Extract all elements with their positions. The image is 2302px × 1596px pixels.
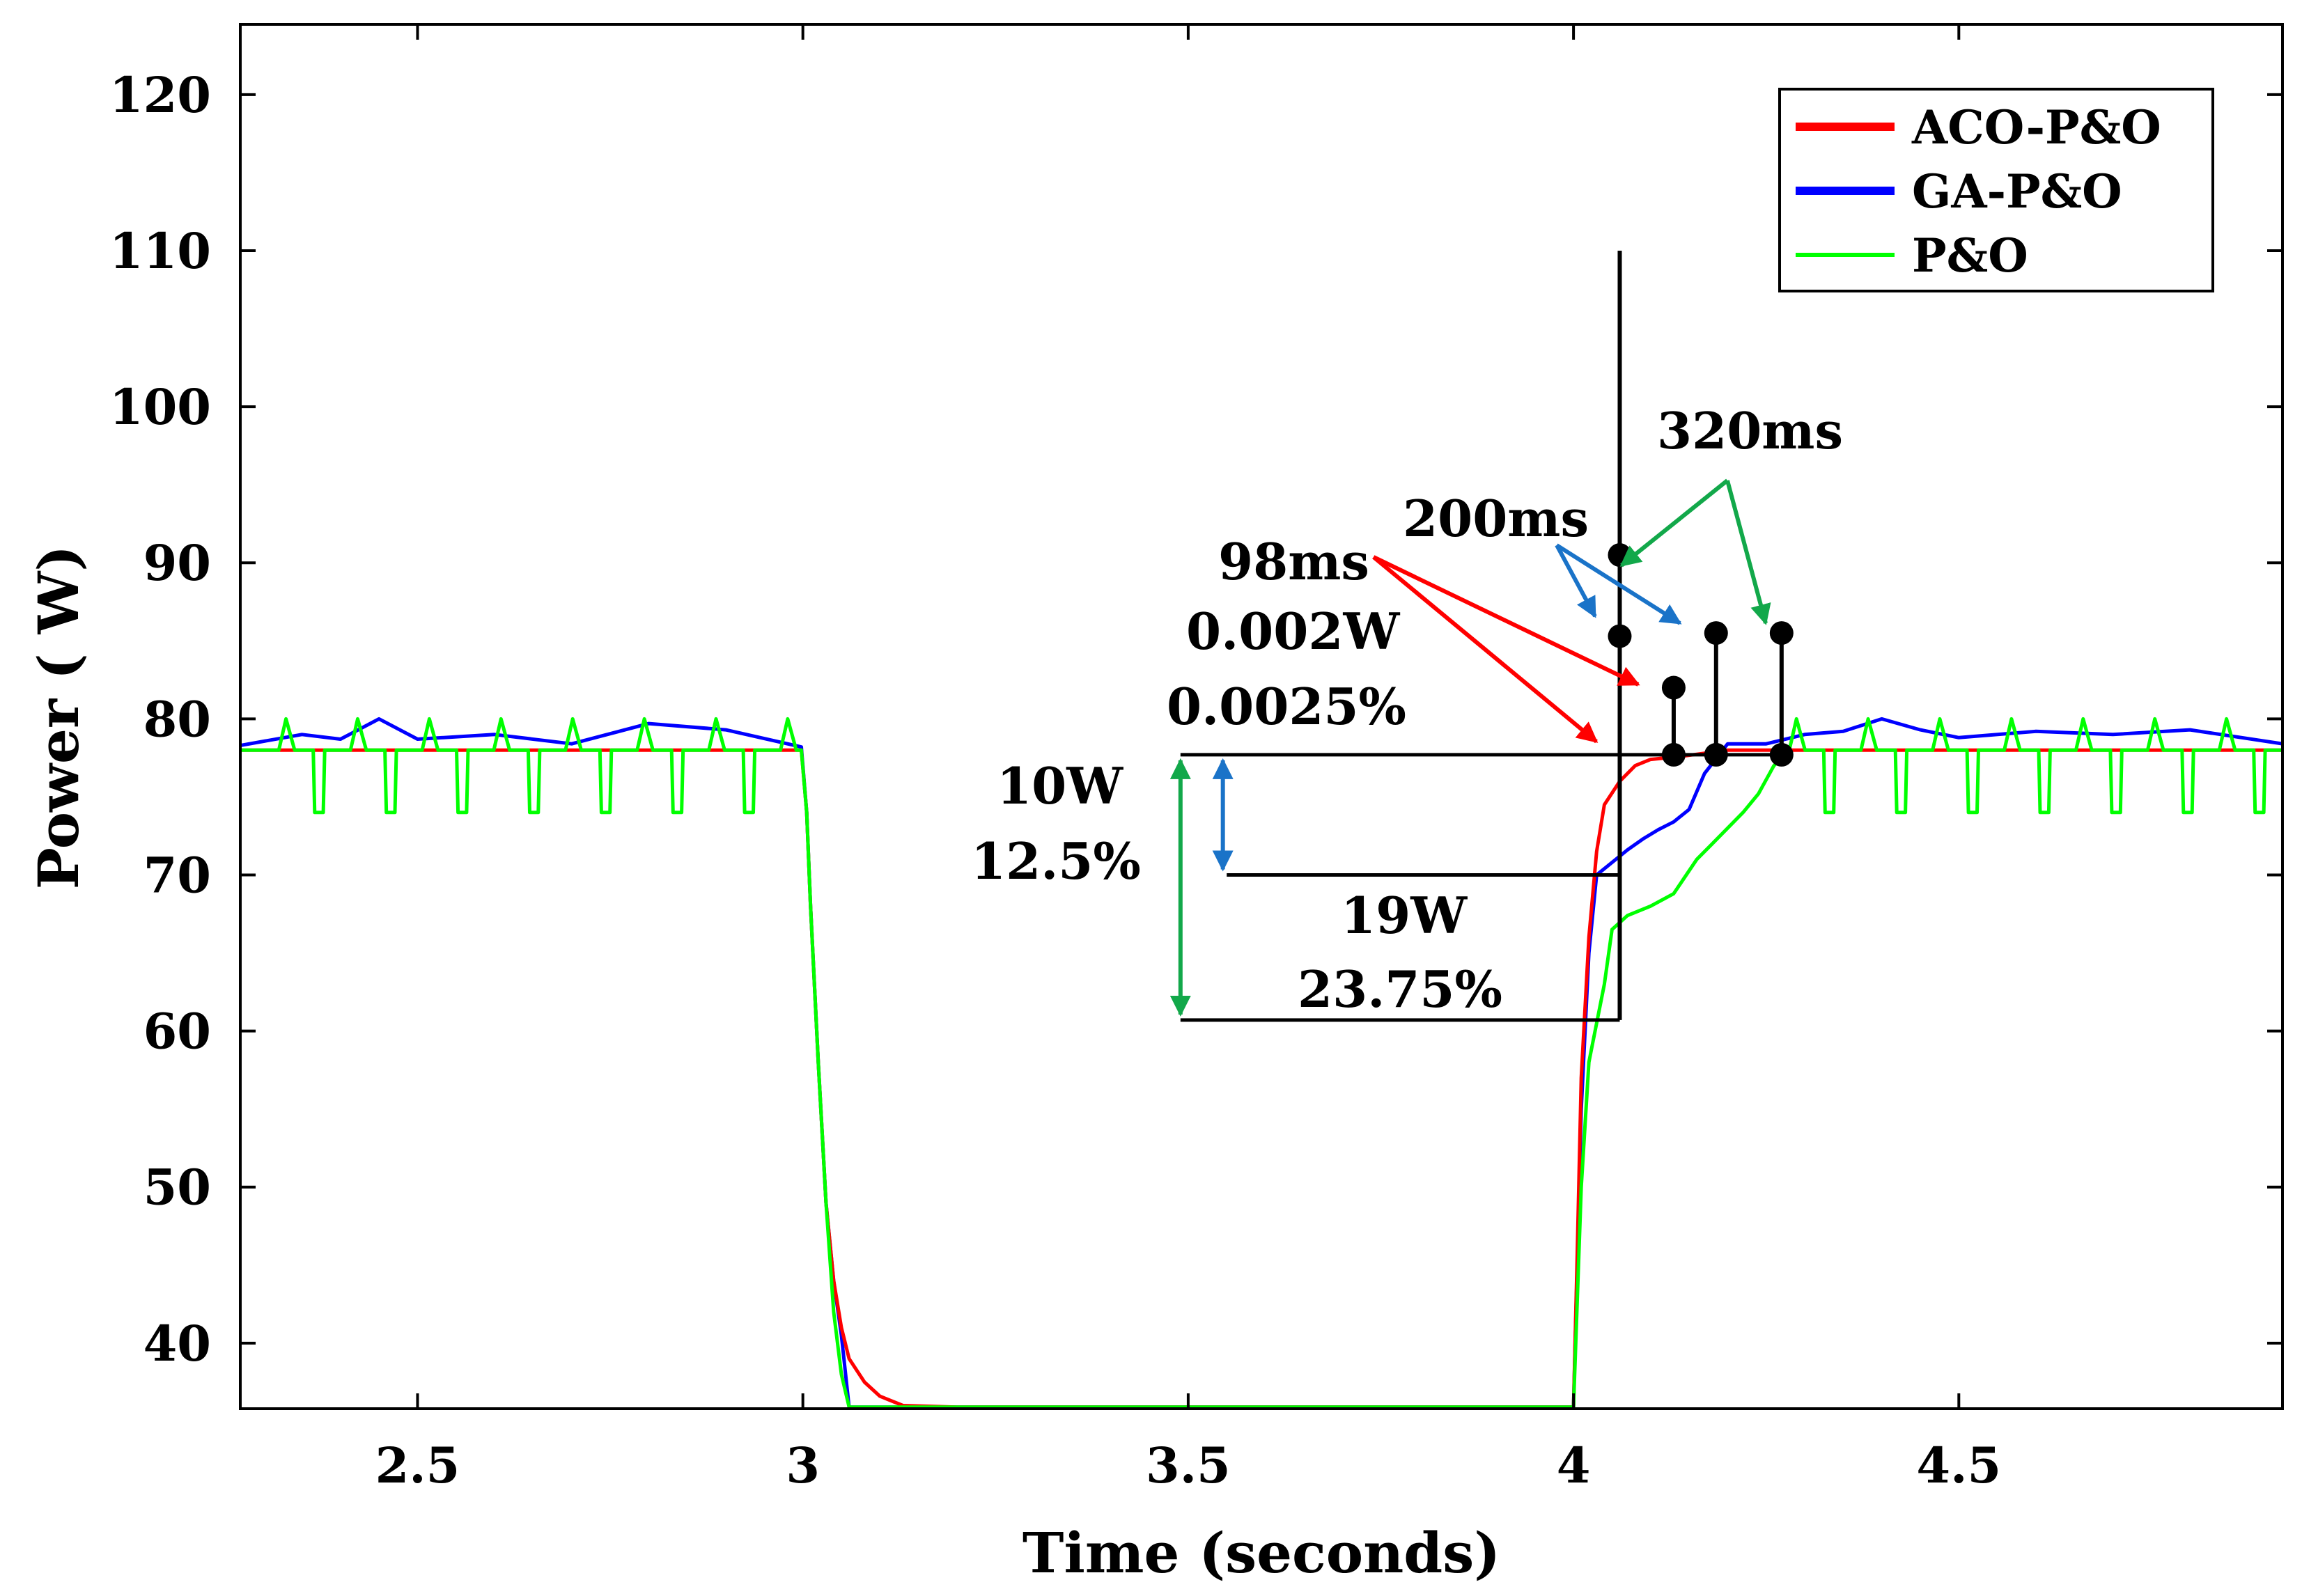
annot-19w: 19W xyxy=(1341,886,1468,945)
arrow-320ms-vertical xyxy=(1619,478,1729,568)
series-line-aco xyxy=(240,748,2282,1409)
annotation-text: 320ms 200ms 98ms 0.002W 0.0025% 10W 12.5… xyxy=(971,401,1843,1019)
y-axis-title: Power ( W) xyxy=(26,545,91,890)
legend-label-aco: ACO-P&O xyxy=(1911,100,2161,155)
marker-po-top-dot xyxy=(1769,621,1794,646)
legend-label-po: P&O xyxy=(1912,228,2028,283)
plot-frame xyxy=(239,23,2284,1410)
series-layer xyxy=(240,717,2282,1409)
annot-10w: 10W xyxy=(997,756,1123,815)
x-tick-label: 3.5 xyxy=(1146,1437,1231,1494)
annot-ripple-pct: 0.0025% xyxy=(1167,677,1406,736)
marker-vertical-90-dot xyxy=(1608,543,1632,568)
y-tick-label: 40 xyxy=(143,1315,211,1372)
arrow-320ms-po xyxy=(1725,480,1771,625)
annot-200ms: 200ms xyxy=(1403,489,1589,548)
x-axis-title: Time (seconds) xyxy=(1022,1520,1500,1586)
annot-23-75pct: 23.75% xyxy=(1298,960,1502,1019)
marker-aco-base-dot xyxy=(1661,742,1686,767)
ticks-layer: 2.5 3 3.5 4 4.5 40 50 60 70 80 90 100 110 120 xyxy=(109,24,2282,1494)
guides-layer xyxy=(1169,250,1794,1022)
y-tick-label: 50 xyxy=(143,1159,211,1216)
annot-12-5pct: 12.5% xyxy=(971,831,1141,891)
x-tick-label: 4.5 xyxy=(1916,1437,2001,1494)
marker-aco-top-dot xyxy=(1661,675,1686,700)
arrow-98ms-vertical xyxy=(1372,555,1599,744)
annot-320ms: 320ms xyxy=(1657,401,1843,460)
x-tick-label: 3 xyxy=(786,1437,820,1494)
series-line-po xyxy=(240,717,2282,1409)
annot-ripple-w: 0.002W xyxy=(1186,602,1400,661)
arrow-200ms-vertical xyxy=(1555,544,1597,618)
marker-ga-base-dot xyxy=(1704,742,1728,767)
annot-98ms: 98ms xyxy=(1218,532,1369,591)
legend-label-ga: GA-P&O xyxy=(1912,164,2122,219)
marker-ga-top-dot xyxy=(1704,621,1728,646)
y-tick-label: 110 xyxy=(109,222,211,280)
y-tick-label: 70 xyxy=(143,846,211,904)
y-tick-label: 80 xyxy=(143,690,211,748)
series-line-ga xyxy=(240,717,2282,1409)
arrow-200ms-ga xyxy=(1555,543,1682,625)
y-tick-label: 60 xyxy=(143,1003,211,1061)
arrow-98ms-aco xyxy=(1372,555,1640,687)
x-tick-label: 4 xyxy=(1557,1437,1591,1494)
legend: ACO-P&O GA-P&O P&O xyxy=(1778,88,2214,292)
marker-po-base-dot xyxy=(1769,742,1794,767)
y-tick-label: 100 xyxy=(109,378,211,436)
y-tick-label: 90 xyxy=(143,534,211,592)
marker-vertical-85-dot xyxy=(1608,624,1632,648)
y-tick-label: 120 xyxy=(109,66,211,124)
x-tick-label: 2.5 xyxy=(375,1437,460,1494)
